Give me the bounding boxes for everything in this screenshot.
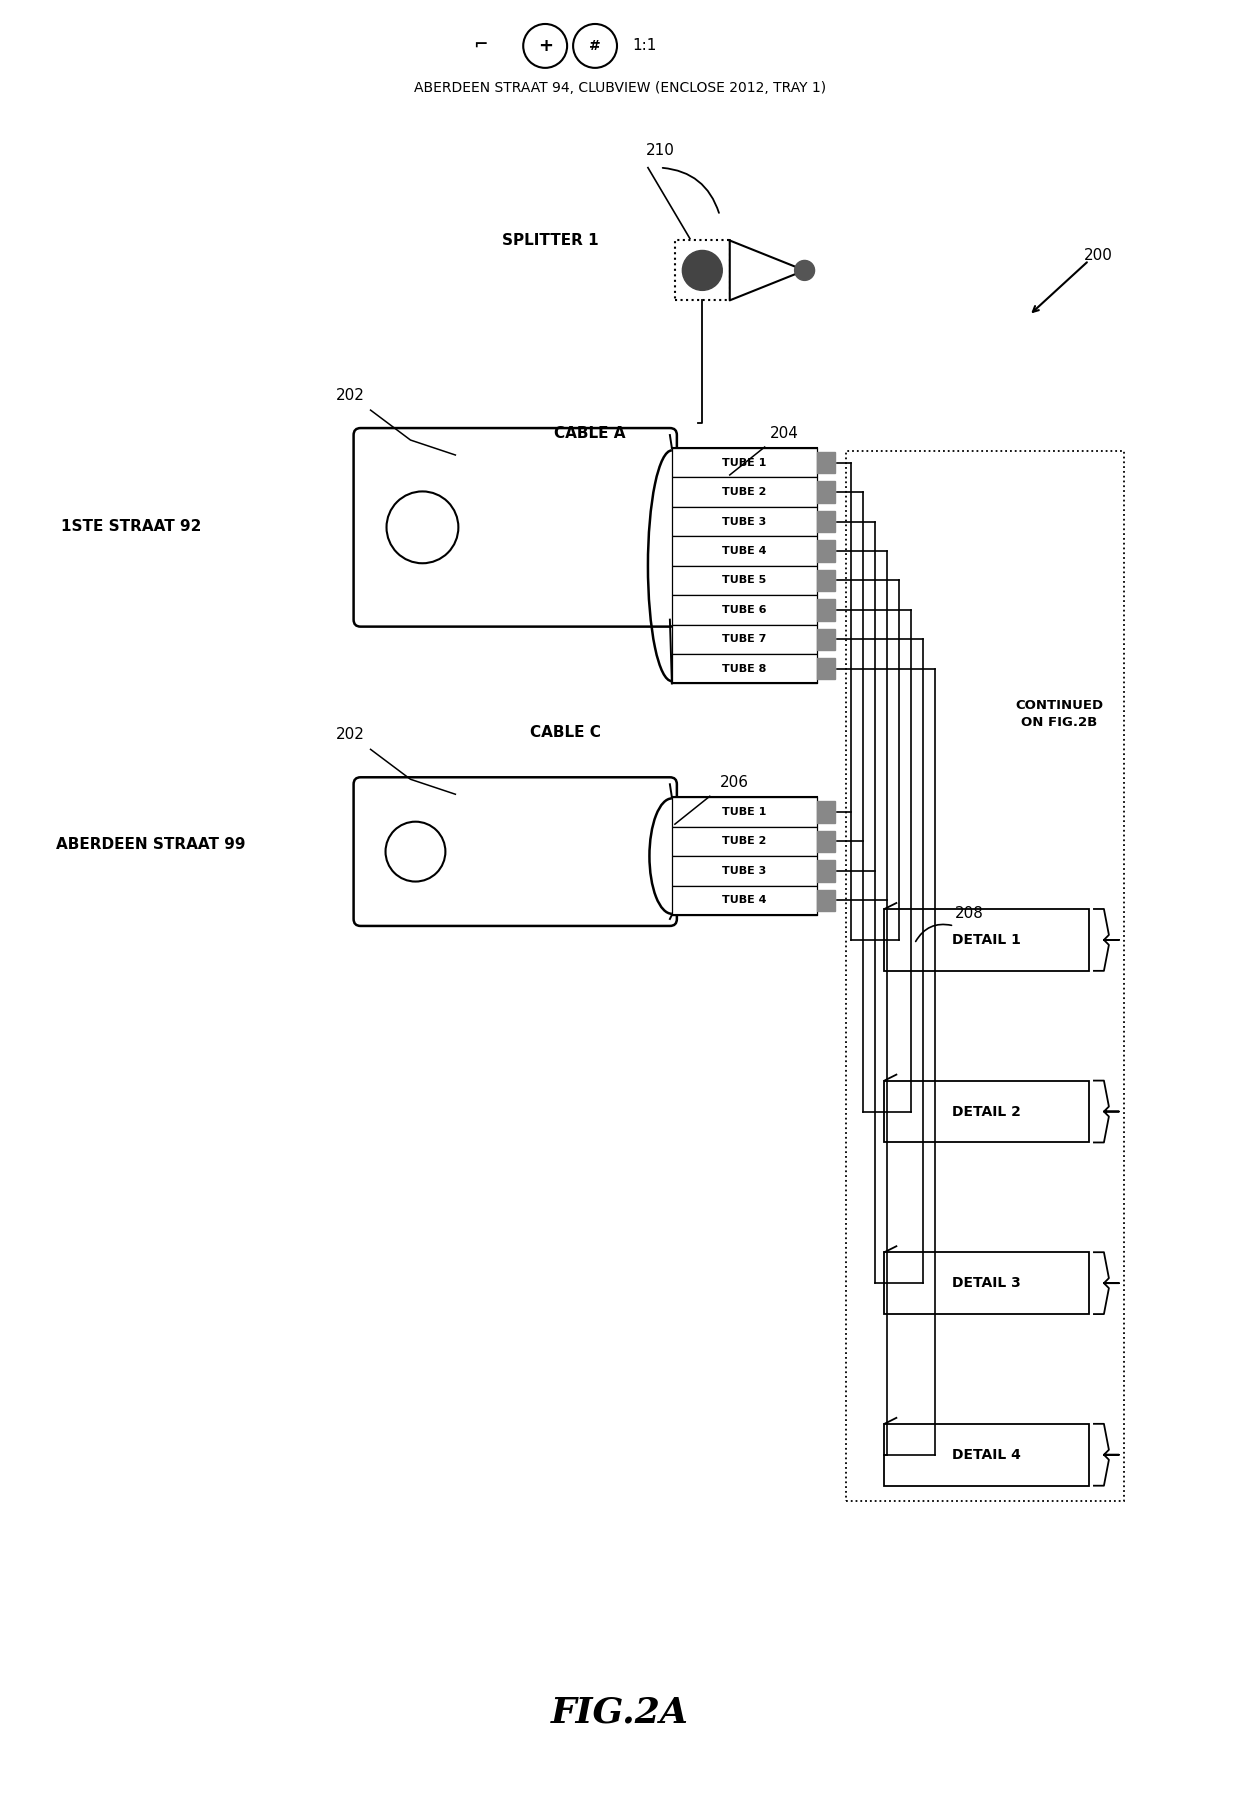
Text: CABLE C: CABLE C bbox=[529, 725, 600, 740]
Text: TUBE 8: TUBE 8 bbox=[722, 664, 766, 673]
Text: TUBE 3: TUBE 3 bbox=[722, 516, 766, 527]
Polygon shape bbox=[817, 830, 835, 851]
Text: 206: 206 bbox=[720, 774, 749, 790]
FancyBboxPatch shape bbox=[353, 778, 677, 925]
Text: 200: 200 bbox=[1084, 247, 1112, 263]
FancyBboxPatch shape bbox=[884, 1423, 1089, 1486]
FancyBboxPatch shape bbox=[672, 595, 817, 624]
Polygon shape bbox=[817, 889, 835, 911]
Text: TUBE 4: TUBE 4 bbox=[722, 895, 766, 906]
FancyBboxPatch shape bbox=[672, 507, 817, 536]
FancyBboxPatch shape bbox=[672, 478, 817, 507]
Text: +: + bbox=[538, 36, 553, 54]
Text: ABERDEEN STRAAT 94, CLUBVIEW (ENCLOSE 2012, TRAY 1): ABERDEEN STRAAT 94, CLUBVIEW (ENCLOSE 20… bbox=[414, 81, 826, 96]
Text: 202: 202 bbox=[336, 727, 365, 741]
Text: TUBE 2: TUBE 2 bbox=[722, 487, 766, 498]
Text: TUBE 4: TUBE 4 bbox=[722, 547, 766, 556]
Polygon shape bbox=[817, 628, 835, 649]
Polygon shape bbox=[817, 511, 835, 532]
Text: 208: 208 bbox=[955, 906, 983, 922]
Text: DETAIL 3: DETAIL 3 bbox=[952, 1275, 1021, 1290]
Text: TUBE 7: TUBE 7 bbox=[722, 635, 766, 644]
Text: 1:1: 1:1 bbox=[632, 38, 656, 54]
Polygon shape bbox=[817, 801, 835, 823]
Polygon shape bbox=[817, 658, 835, 680]
Text: #: # bbox=[589, 40, 601, 52]
Polygon shape bbox=[817, 599, 835, 621]
Text: 1STE STRAAT 92: 1STE STRAAT 92 bbox=[61, 520, 201, 534]
Text: ABERDEEN STRAAT 99: ABERDEEN STRAAT 99 bbox=[56, 837, 246, 851]
FancyBboxPatch shape bbox=[672, 797, 817, 826]
FancyBboxPatch shape bbox=[672, 857, 817, 886]
Polygon shape bbox=[817, 482, 835, 503]
FancyBboxPatch shape bbox=[884, 1252, 1089, 1313]
Text: 204: 204 bbox=[770, 426, 799, 440]
FancyBboxPatch shape bbox=[672, 624, 817, 655]
Text: TUBE 6: TUBE 6 bbox=[722, 604, 766, 615]
Text: DETAIL 1: DETAIL 1 bbox=[952, 933, 1021, 947]
FancyBboxPatch shape bbox=[672, 566, 817, 595]
FancyBboxPatch shape bbox=[884, 909, 1089, 971]
Text: DETAIL 4: DETAIL 4 bbox=[952, 1449, 1021, 1461]
Polygon shape bbox=[817, 541, 835, 561]
Polygon shape bbox=[817, 570, 835, 592]
Text: TUBE 1: TUBE 1 bbox=[722, 806, 766, 817]
FancyBboxPatch shape bbox=[672, 536, 817, 566]
Text: FIG.2A: FIG.2A bbox=[551, 1696, 689, 1730]
Text: 202: 202 bbox=[336, 388, 365, 402]
FancyBboxPatch shape bbox=[884, 1081, 1089, 1142]
Text: TUBE 1: TUBE 1 bbox=[722, 458, 766, 467]
Text: 210: 210 bbox=[646, 143, 675, 159]
Polygon shape bbox=[817, 861, 835, 882]
Text: TUBE 2: TUBE 2 bbox=[722, 837, 766, 846]
Circle shape bbox=[682, 251, 722, 290]
FancyBboxPatch shape bbox=[672, 655, 817, 684]
Text: CABLE A: CABLE A bbox=[554, 426, 626, 440]
Text: SPLITTER 1: SPLITTER 1 bbox=[502, 233, 599, 247]
FancyBboxPatch shape bbox=[672, 826, 817, 857]
Polygon shape bbox=[817, 453, 835, 473]
Text: CONTINUED
ON FIG.2B: CONTINUED ON FIG.2B bbox=[1016, 700, 1104, 729]
Text: TUBE 5: TUBE 5 bbox=[722, 575, 766, 586]
Text: ⌐: ⌐ bbox=[474, 36, 486, 56]
FancyBboxPatch shape bbox=[675, 240, 730, 299]
Text: DETAIL 2: DETAIL 2 bbox=[952, 1104, 1021, 1118]
Circle shape bbox=[795, 260, 815, 280]
Polygon shape bbox=[730, 240, 805, 299]
FancyBboxPatch shape bbox=[672, 886, 817, 915]
FancyBboxPatch shape bbox=[353, 428, 677, 626]
Text: TUBE 3: TUBE 3 bbox=[722, 866, 766, 875]
FancyBboxPatch shape bbox=[672, 447, 817, 478]
